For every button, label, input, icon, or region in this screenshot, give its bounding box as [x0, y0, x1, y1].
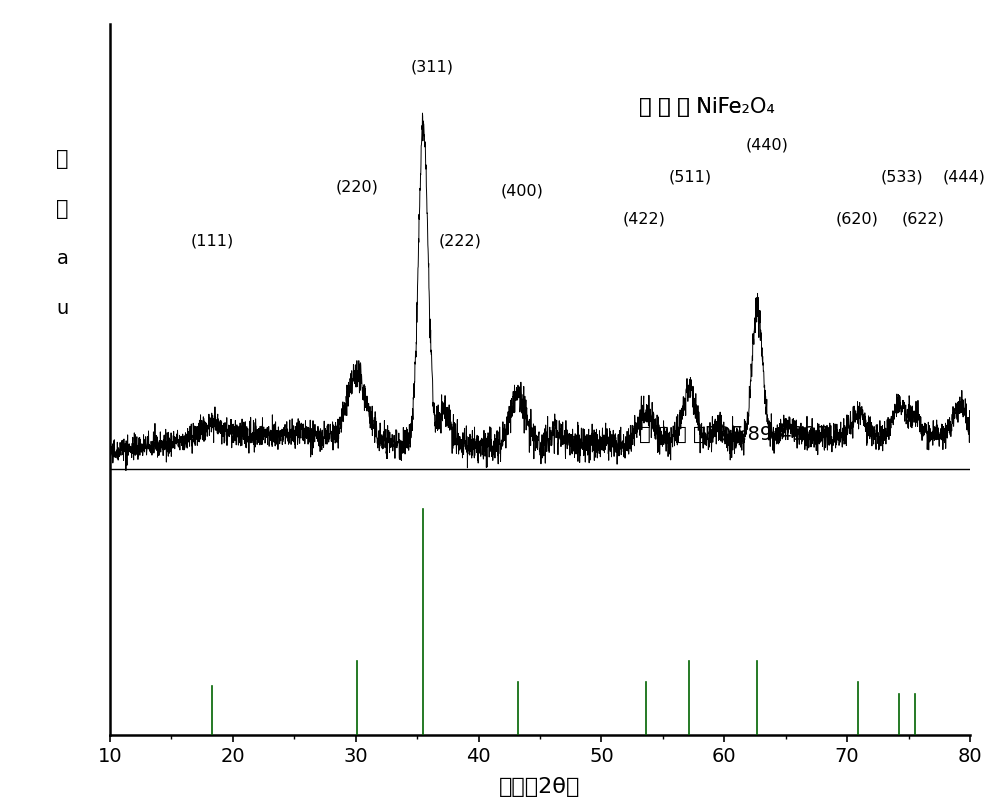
Text: 强: 强 — [56, 149, 69, 170]
Text: a: a — [57, 250, 69, 268]
Text: (222): (222) — [439, 234, 482, 248]
Text: (620): (620) — [836, 212, 878, 227]
Text: 制 备 的 NiFe₂O₄: 制 备 的 NiFe₂O₄ — [639, 97, 775, 117]
X-axis label: 角度（2θ）: 角度（2θ） — [499, 777, 581, 797]
Text: (444): (444) — [942, 169, 985, 184]
Text: (440): (440) — [746, 137, 789, 152]
Text: (111): (111) — [190, 234, 234, 248]
Text: (622): (622) — [902, 212, 945, 227]
Text: 标 准 卡 片PDF:89-4927: 标 准 卡 片PDF:89-4927 — [639, 425, 829, 444]
Text: (422): (422) — [623, 212, 666, 227]
Text: (400): (400) — [500, 183, 543, 199]
Text: 制 备 的 NiFe: 制 备 的 NiFe — [639, 97, 741, 117]
Text: (311): (311) — [410, 59, 453, 74]
Text: (533): (533) — [881, 169, 924, 184]
Text: 度: 度 — [56, 199, 69, 219]
Text: u: u — [57, 299, 69, 318]
Text: (511): (511) — [668, 169, 711, 184]
Text: (220): (220) — [336, 180, 378, 195]
